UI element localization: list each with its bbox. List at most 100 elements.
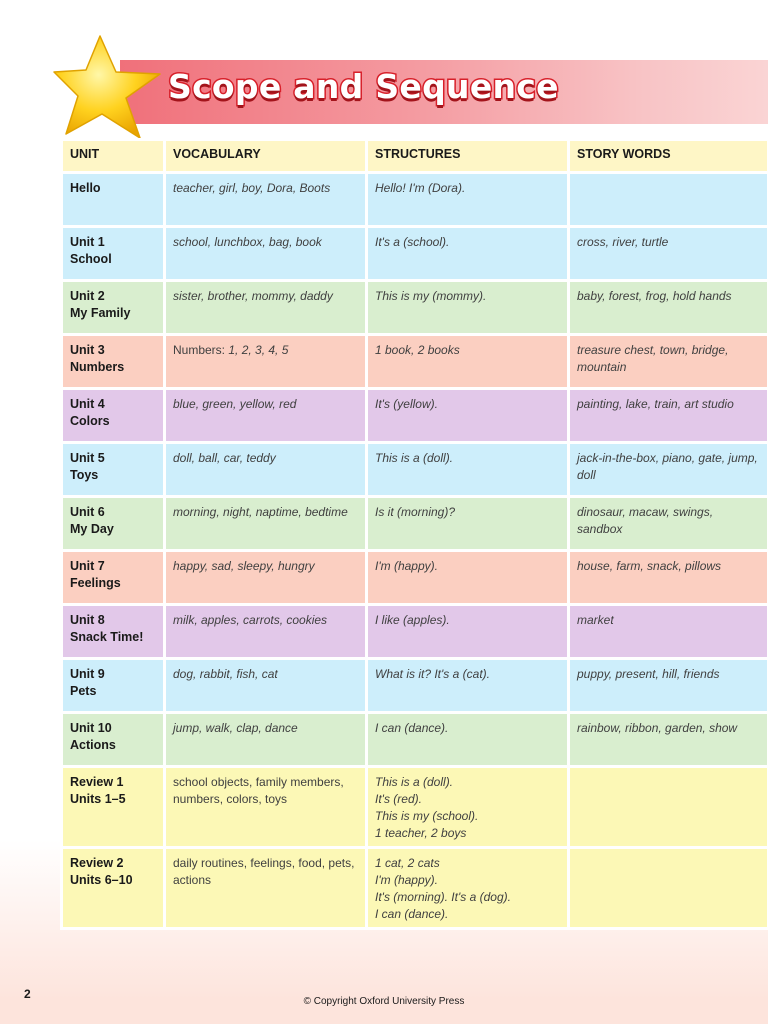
structures-cell: What is it? It's a (cat). — [365, 657, 570, 714]
table-row: Unit 10 Actions jump, walk, clap, dance I c… — [60, 711, 768, 768]
structures-cell: It's a (school). — [365, 225, 570, 282]
vocabulary-cell: sister, brother, mommy, daddy — [163, 279, 368, 336]
vocabulary-cell: jump, walk, clap, dance — [163, 711, 368, 768]
unit-label: Unit 4 — [70, 397, 105, 411]
column-header-story-words: STORY WORDS — [567, 138, 768, 174]
unit-label: Actions — [70, 738, 116, 752]
structures-cell: Is it (morning)? — [365, 495, 570, 552]
vocabulary-prefix: Numbers: — [173, 343, 229, 357]
unit-cell: Unit 6 My Day — [60, 495, 166, 552]
unit-cell: Unit 1 School — [60, 225, 166, 282]
story-words-cell: cross, river, turtle — [567, 225, 768, 282]
unit-label: Pets — [70, 684, 97, 698]
structure-line: I can (dance). — [375, 907, 449, 921]
structure-line: This is my (school). — [375, 809, 479, 823]
structures-cell: This is a (doll). It's (red). This is my (… — [365, 765, 570, 849]
vocabulary-cell: Numbers: 1, 2, 3, 4, 5 — [163, 333, 368, 390]
table-row: Review 1 Units 1–5 school objects, family … — [60, 765, 768, 849]
table-row: Unit 9 Pets dog, rabbit, fish, cat What is … — [60, 657, 768, 714]
table-row: Unit 5 Toys doll, ball, car, teddy This is … — [60, 441, 768, 498]
structure-line: I'm (happy). — [375, 559, 438, 573]
structure-line: What is it? It's a (cat). — [375, 667, 490, 681]
structure-line: It's (yellow). — [375, 397, 438, 411]
unit-label: Toys — [70, 468, 99, 482]
unit-label: Units 6–10 — [70, 873, 133, 887]
table-row: Unit 4 Colors blue, green, yellow, red It's… — [60, 387, 768, 444]
column-header-unit: UNIT — [60, 138, 166, 174]
structure-line: I like (apples). — [375, 613, 450, 627]
structure-line: 1 teacher, 2 boys — [375, 826, 467, 840]
unit-label: Unit 9 — [70, 667, 105, 681]
vocabulary-cell: daily routines, feelings, food, pets, ac… — [163, 846, 368, 930]
unit-label: Hello — [70, 181, 101, 195]
unit-label: Feelings — [70, 576, 121, 590]
unit-label: Numbers — [70, 360, 125, 374]
structure-line: It's a (school). — [375, 235, 450, 249]
unit-cell: Unit 4 Colors — [60, 387, 166, 444]
story-words-cell: jack-in-the-box, piano, gate, jump, doll — [567, 441, 768, 498]
unit-label: My Family — [70, 306, 131, 320]
unit-cell: Hello — [60, 171, 166, 228]
story-words-cell: rainbow, ribbon, garden, show — [567, 711, 768, 768]
star-icon — [53, 35, 161, 139]
vocabulary-cell: dog, rabbit, fish, cat — [163, 657, 368, 714]
structure-line: This is a (doll). — [375, 451, 454, 465]
unit-label: Review 2 — [70, 856, 124, 870]
story-words-cell — [567, 171, 768, 228]
structures-cell: 1 cat, 2 cats I'm (happy). It's (morning).… — [365, 846, 570, 930]
table-header-row: UNIT VOCABULARY STRUCTURES STORY WORDS — [60, 138, 768, 174]
unit-label: Unit 2 — [70, 289, 105, 303]
unit-cell: Unit 9 Pets — [60, 657, 166, 714]
unit-label: Units 1–5 — [70, 792, 126, 806]
table-row: Unit 3 Numbers Numbers: 1, 2, 3, 4, 5 1 boo… — [60, 333, 768, 390]
vocabulary-cell: blue, green, yellow, red — [163, 387, 368, 444]
story-words-cell: painting, lake, train, art studio — [567, 387, 768, 444]
unit-cell: Review 2 Units 6–10 — [60, 846, 166, 930]
vocabulary-cell: milk, apples, carrots, cookies — [163, 603, 368, 660]
unit-label: School — [70, 252, 112, 266]
unit-label: My Day — [70, 522, 114, 536]
unit-label: Unit 3 — [70, 343, 105, 357]
unit-cell: Unit 8 Snack Time! — [60, 603, 166, 660]
structures-cell: This is a (doll). — [365, 441, 570, 498]
unit-cell: Unit 7 Feelings — [60, 549, 166, 606]
structure-line: I'm (happy). — [375, 873, 438, 887]
column-header-structures: STRUCTURES — [365, 138, 570, 174]
scope-sequence-table: UNIT VOCABULARY STRUCTURES STORY WORDS H… — [60, 138, 768, 930]
structure-line: Hello! I'm (Dora). — [375, 181, 466, 195]
structure-line: It's (morning). It's a (dog). — [375, 890, 511, 904]
unit-label: Unit 7 — [70, 559, 105, 573]
structure-line: 1 cat, 2 cats — [375, 856, 440, 870]
structures-cell: I like (apples). — [365, 603, 570, 660]
structure-line: 1 book, 2 books — [375, 343, 460, 357]
page-title: Scope and Sequence — [167, 66, 561, 108]
story-words-cell — [567, 765, 768, 849]
unit-cell: Unit 5 Toys — [60, 441, 166, 498]
table-row: Unit 7 Feelings happy, sad, sleepy, hungry… — [60, 549, 768, 606]
unit-label: Unit 5 — [70, 451, 105, 465]
table-row: Unit 8 Snack Time! milk, apples, carrots, … — [60, 603, 768, 660]
story-words-cell: treasure chest, town, bridge, mountain — [567, 333, 768, 390]
vocabulary-cell: school objects, family members, numbers,… — [163, 765, 368, 849]
unit-cell: Unit 3 Numbers — [60, 333, 166, 390]
structures-cell: This is my (mommy). — [365, 279, 570, 336]
column-header-vocabulary: VOCABULARY — [163, 138, 368, 174]
vocabulary-cell: happy, sad, sleepy, hungry — [163, 549, 368, 606]
page-number: 2 — [24, 987, 31, 1001]
story-words-cell: baby, forest, frog, hold hands — [567, 279, 768, 336]
unit-cell: Unit 10 Actions — [60, 711, 166, 768]
unit-cell: Review 1 Units 1–5 — [60, 765, 166, 849]
story-words-cell — [567, 846, 768, 930]
vocabulary-cell: morning, night, naptime, bedtime — [163, 495, 368, 552]
vocabulary-cell: teacher, girl, boy, Dora, Boots — [163, 171, 368, 228]
vocabulary-cell: doll, ball, car, teddy — [163, 441, 368, 498]
structure-line: Is it (morning)? — [375, 505, 456, 519]
vocabulary-cell: school, lunchbox, bag, book — [163, 225, 368, 282]
unit-label: Unit 8 — [70, 613, 105, 627]
table-row: Unit 1 School school, lunchbox, bag, book I… — [60, 225, 768, 282]
story-words-cell: market — [567, 603, 768, 660]
story-words-cell: dinosaur, macaw, swings, sandbox — [567, 495, 768, 552]
table-row: Hello teacher, girl, boy, Dora, Boots Hell… — [60, 171, 768, 228]
unit-label: Snack Time! — [70, 630, 144, 644]
structure-line: This is my (mommy). — [375, 289, 487, 303]
